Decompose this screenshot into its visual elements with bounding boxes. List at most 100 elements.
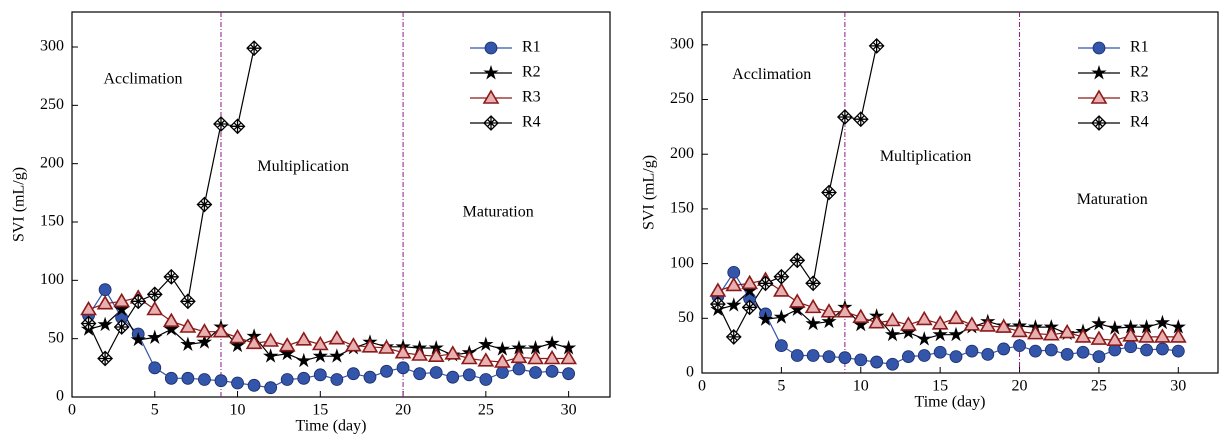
legend-label: R3 [522,89,541,106]
data-point [394,344,412,359]
data-point [757,311,774,326]
data-point [1122,327,1140,342]
data-point [97,316,113,332]
legend-label: R1 [522,39,541,56]
data-point [363,370,377,384]
data-point [886,357,899,371]
data-point [444,345,462,360]
x-tick-label: 30 [1170,378,1186,395]
x-tick-label: 10 [230,402,246,419]
data-point [413,367,427,381]
data-point [1092,350,1106,363]
data-point [495,366,509,379]
data-point [1029,344,1042,358]
data-point [97,350,114,367]
data-point [1170,319,1186,334]
data-point [494,341,510,356]
data-point [113,292,131,308]
data-point [1013,339,1026,353]
data-point [262,332,280,347]
data-point [163,321,179,336]
data-point [328,330,346,345]
data-point [311,335,329,351]
data-point [1123,319,1139,334]
y-axis-title: SVI (mL/g) [641,155,658,230]
data-point [949,350,963,363]
data-point [179,293,196,310]
data-point [1027,325,1044,340]
data-point [981,348,995,361]
legend-label: R3 [1130,89,1149,106]
data-point [1044,343,1058,357]
data-point [741,274,759,290]
data-point [279,345,295,361]
data-point [1042,326,1060,341]
legend-marker [1091,65,1107,80]
data-point [245,334,263,350]
data-point [378,339,395,354]
y-tick-label: 100 [670,254,694,271]
data-point [947,309,965,325]
data-point [1124,340,1138,354]
data-point [280,373,294,386]
data-point [263,348,279,363]
data-point [163,268,180,285]
legend-marker [483,115,499,131]
data-point [512,362,526,376]
data-point [146,300,164,316]
data-point [330,373,344,386]
phase-label: Maturation [463,203,534,220]
data-point [821,313,837,329]
data-point [726,297,742,312]
data-point [838,351,852,365]
data-point [164,371,178,385]
phase-label: Multiplication [257,158,349,175]
data-point [1154,314,1170,330]
data-point [979,317,997,332]
x-tick-label: 10 [853,378,869,395]
data-point [347,367,360,381]
data-point [852,111,869,128]
data-point [544,335,560,350]
data-point [560,349,578,365]
data-point [963,316,981,331]
y-tick-label: 50 [48,329,64,346]
y-tick-label: 50 [678,309,694,326]
x-tick-label: 5 [777,378,785,395]
data-point [1091,315,1107,331]
data-point [948,326,964,342]
y-tick-label: 0 [56,388,64,405]
data-point [868,37,885,54]
data-point [511,340,527,355]
data-point [361,338,379,353]
y-tick-label: 150 [40,213,64,230]
phase-label: Multiplication [880,148,972,165]
data-point [836,303,854,318]
data-point [805,315,821,331]
data-point [1138,319,1155,334]
x-axis-title: Time (day) [915,394,986,411]
data-point [820,303,838,318]
data-point [788,293,806,308]
data-point [902,350,915,363]
legend-label: R2 [1130,64,1149,81]
data-point [915,310,933,326]
phase-label: Acclimation [732,66,811,83]
data-point [1171,344,1185,358]
data-point [933,345,947,359]
y-tick-label: 100 [40,271,64,288]
data-point [916,331,932,346]
data-point [477,352,495,367]
data-point [709,296,726,313]
y-tick-label: 150 [670,200,694,217]
y-tick-label: 300 [670,35,694,52]
data-point [147,329,163,344]
data-point [80,315,97,332]
data-point [789,301,805,316]
legend-marker [483,65,499,80]
data-point [1107,320,1123,335]
data-point [429,366,443,379]
